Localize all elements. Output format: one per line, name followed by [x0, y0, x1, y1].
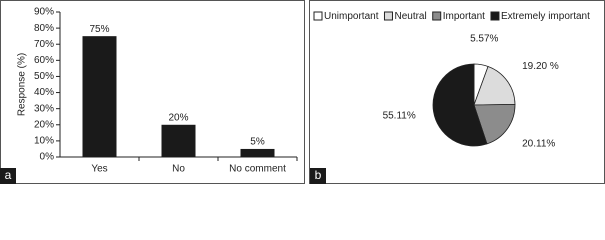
bar: [161, 124, 196, 157]
y-tick-label: 90%: [34, 7, 54, 18]
x-tick-label: Yes: [91, 164, 107, 175]
y-tick-label: 70%: [34, 39, 54, 50]
legend-label: Neutral: [394, 11, 426, 22]
legend-swatch: [432, 11, 442, 21]
legend-label: Important: [443, 11, 485, 22]
value-label: 20.11%: [522, 138, 555, 149]
y-axis-label: Response (%): [17, 53, 28, 116]
panel-label-box: [310, 168, 326, 184]
panel-label-box: [0, 168, 16, 184]
figure: 0% 10% 20% 30% 40% 50% 60% 70% 80% 90% Response (%…: [0, 0, 605, 184]
bar: [240, 148, 275, 157]
legend-swatch: [313, 11, 323, 21]
value-label: 75%: [89, 24, 109, 35]
value-label: 5%: [250, 137, 265, 148]
x-tick-label: No: [172, 164, 185, 175]
x-tick-label: No comment: [229, 164, 286, 175]
bar: [82, 36, 117, 157]
legend-swatch: [383, 11, 393, 21]
panel-label: a: [5, 168, 12, 182]
y-tick-label: 30%: [34, 103, 54, 114]
value-label: 19.20 %: [522, 61, 559, 72]
y-tick-label: 60%: [34, 55, 54, 66]
y-tick-label: 10%: [34, 136, 54, 147]
panel-label: b: [315, 168, 322, 182]
y-tick-label: 20%: [34, 119, 54, 130]
y-tick-label: 50%: [34, 71, 54, 82]
value-label: 5.57%: [470, 34, 498, 45]
pie-slice: [432, 63, 488, 147]
y-tick-label: 0%: [40, 152, 55, 163]
legend-label: Unimportant: [324, 11, 379, 22]
value-label: 20%: [168, 112, 188, 123]
pie-slice: [473, 104, 516, 145]
legend-label: Extremely important: [501, 11, 590, 22]
y-tick-label: 40%: [34, 87, 54, 98]
pie-slice: [473, 65, 516, 106]
value-label: 55.11%: [383, 110, 416, 121]
y-tick-label: 80%: [34, 23, 54, 34]
legend-swatch: [490, 11, 500, 21]
